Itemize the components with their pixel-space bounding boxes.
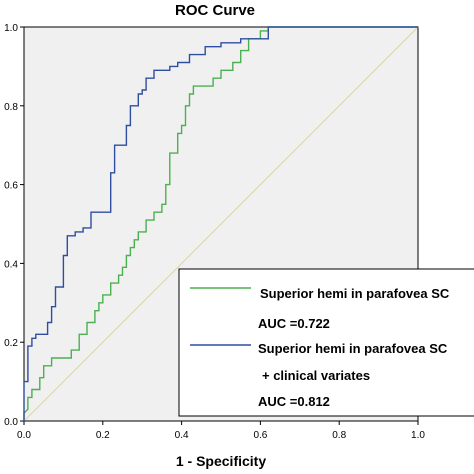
legend-label-sc-clinical: Superior hemi in parafovea SC (258, 341, 448, 356)
legend-auc-sc: AUC =0.722 (258, 316, 330, 331)
legend-box (178, 268, 474, 417)
y-tick-label: 0.6 (4, 181, 18, 192)
x-tick-label: 0.8 (332, 430, 346, 441)
roc-line-sc-clinical (23, 26, 418, 421)
legend-auc-sc-clinical: AUC =0.812 (258, 394, 330, 409)
legend: Superior hemi in parafovea SC AUC =0.722… (178, 268, 474, 417)
legend-label-sc: Superior hemi in parafovea SC (260, 286, 450, 301)
y-tick-label: 0.2 (4, 338, 18, 349)
roc-line-sc (23, 26, 418, 421)
x-tick-label: 0.2 (96, 430, 110, 441)
legend-label-sc-clinical-line2: + clinical variates (262, 368, 370, 383)
y-tick-label: 0.0 (4, 417, 18, 428)
chart-title: ROC Curve (175, 2, 255, 19)
x-tick-label: 0.6 (253, 430, 267, 441)
y-tick-label: 0.8 (4, 102, 18, 113)
x-tick-label: 0.0 (17, 430, 31, 441)
y-tick-label: 0.4 (4, 259, 18, 270)
y-axis-ticks: 0.0 0.2 0.4 0.6 0.8 1.0 (4, 23, 24, 428)
x-tick-label: 1.0 (411, 430, 425, 441)
x-axis-label: 1 - Specificity (176, 453, 266, 469)
x-tick-label: 0.4 (175, 430, 189, 441)
y-tick-label: 1.0 (4, 23, 18, 34)
reference-diagonal (23, 26, 419, 422)
x-axis-ticks: 0.0 0.2 0.4 0.6 0.8 1.0 (17, 421, 425, 441)
